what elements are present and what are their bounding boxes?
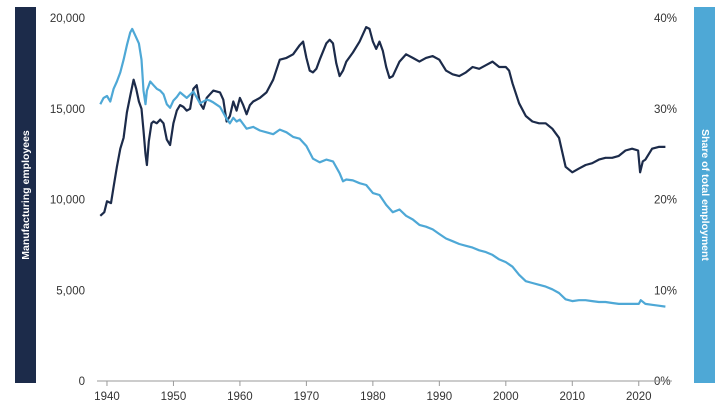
share-of-total-employment-line (99, 27, 666, 308)
x-tick-label: 1950 (161, 391, 187, 403)
right-axis-band: Share of total employment (694, 7, 715, 383)
right-tick-label: 0% (654, 376, 671, 388)
manufacturing-employees-line (99, 26, 666, 217)
left-tick-label: 10,000 (50, 195, 85, 207)
x-tick-label: 2010 (559, 391, 585, 403)
x-axis-ticks: 1940 1950 1960 1970 1980 1990 2000 2010 2020 (94, 381, 652, 403)
right-tick-label: 10% (654, 285, 677, 297)
x-tick-label: 2020 (626, 391, 652, 403)
x-tick-label: 2000 (493, 391, 519, 403)
left-tick-label: 5,000 (56, 285, 85, 297)
left-tick-label: 0 (79, 376, 85, 388)
left-tick-label: 15,000 (50, 104, 85, 116)
right-tick-label: 40% (654, 13, 677, 25)
x-tick-label: 1960 (227, 391, 253, 403)
right-axis-ticks: 0% 10% 20% 30% 40% (654, 13, 677, 388)
x-tick-label: 1980 (360, 391, 386, 403)
x-tick-label: 1990 (427, 391, 453, 403)
left-tick-label: 20,000 (50, 13, 85, 25)
x-tick-label: 1970 (294, 391, 320, 403)
right-tick-label: 30% (654, 104, 677, 116)
left-axis-band: Manufacturing employees (15, 7, 36, 383)
x-tick-label: 1940 (94, 391, 120, 403)
left-axis-ticks: 0 5,000 10,000 15,000 20,000 (50, 13, 85, 388)
right-tick-label: 20% (654, 195, 677, 207)
